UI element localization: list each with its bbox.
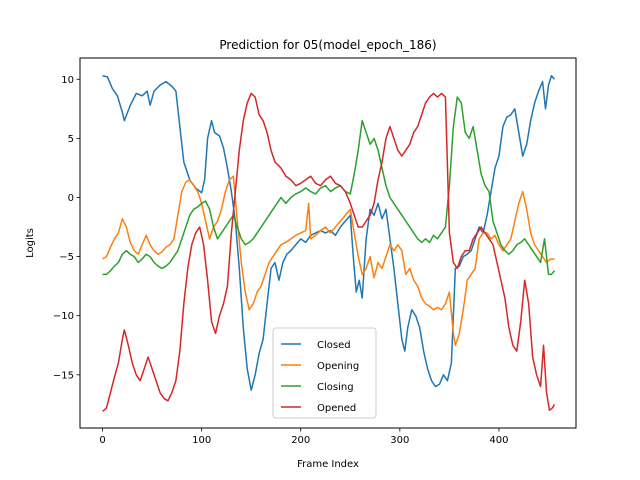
x-tick-label: 200 bbox=[291, 435, 310, 446]
y-tick-label: −5 bbox=[59, 252, 74, 263]
plot-lines bbox=[102, 74, 556, 413]
y-tick-label: 5 bbox=[68, 134, 74, 145]
x-tick-label: 0 bbox=[99, 435, 105, 446]
y-axis-label: Logits bbox=[25, 228, 36, 258]
x-axis-ticks: 0 100 200 300 400 bbox=[99, 428, 508, 446]
y-axis-ticks: −15 −10 −5 0 5 10 bbox=[53, 75, 80, 381]
chart-title: Prediction for 05(model_epoch_186) bbox=[219, 38, 436, 52]
legend-label-opened: Opened bbox=[317, 403, 356, 414]
x-tick-label: 400 bbox=[489, 435, 508, 446]
y-tick-label: 0 bbox=[68, 193, 74, 204]
series-line-closing bbox=[102, 96, 556, 276]
legend-label-closed: Closed bbox=[317, 340, 351, 351]
x-axis-label: Frame Index bbox=[297, 459, 359, 470]
legend-label-opening: Opening bbox=[317, 361, 359, 372]
x-tick-label: 100 bbox=[192, 435, 211, 446]
legend-box bbox=[272, 327, 377, 419]
legend-label-closing: Closing bbox=[317, 382, 354, 393]
y-tick-label: 10 bbox=[61, 75, 74, 86]
series-line-opening bbox=[102, 175, 555, 346]
plot-frame bbox=[79, 57, 577, 429]
series-line-opened bbox=[102, 92, 556, 413]
y-tick-label: −15 bbox=[53, 370, 74, 381]
y-tick-label: −10 bbox=[53, 311, 74, 322]
legend: Closed Opening Closing Opened bbox=[272, 327, 377, 419]
x-tick-label: 300 bbox=[390, 435, 409, 446]
